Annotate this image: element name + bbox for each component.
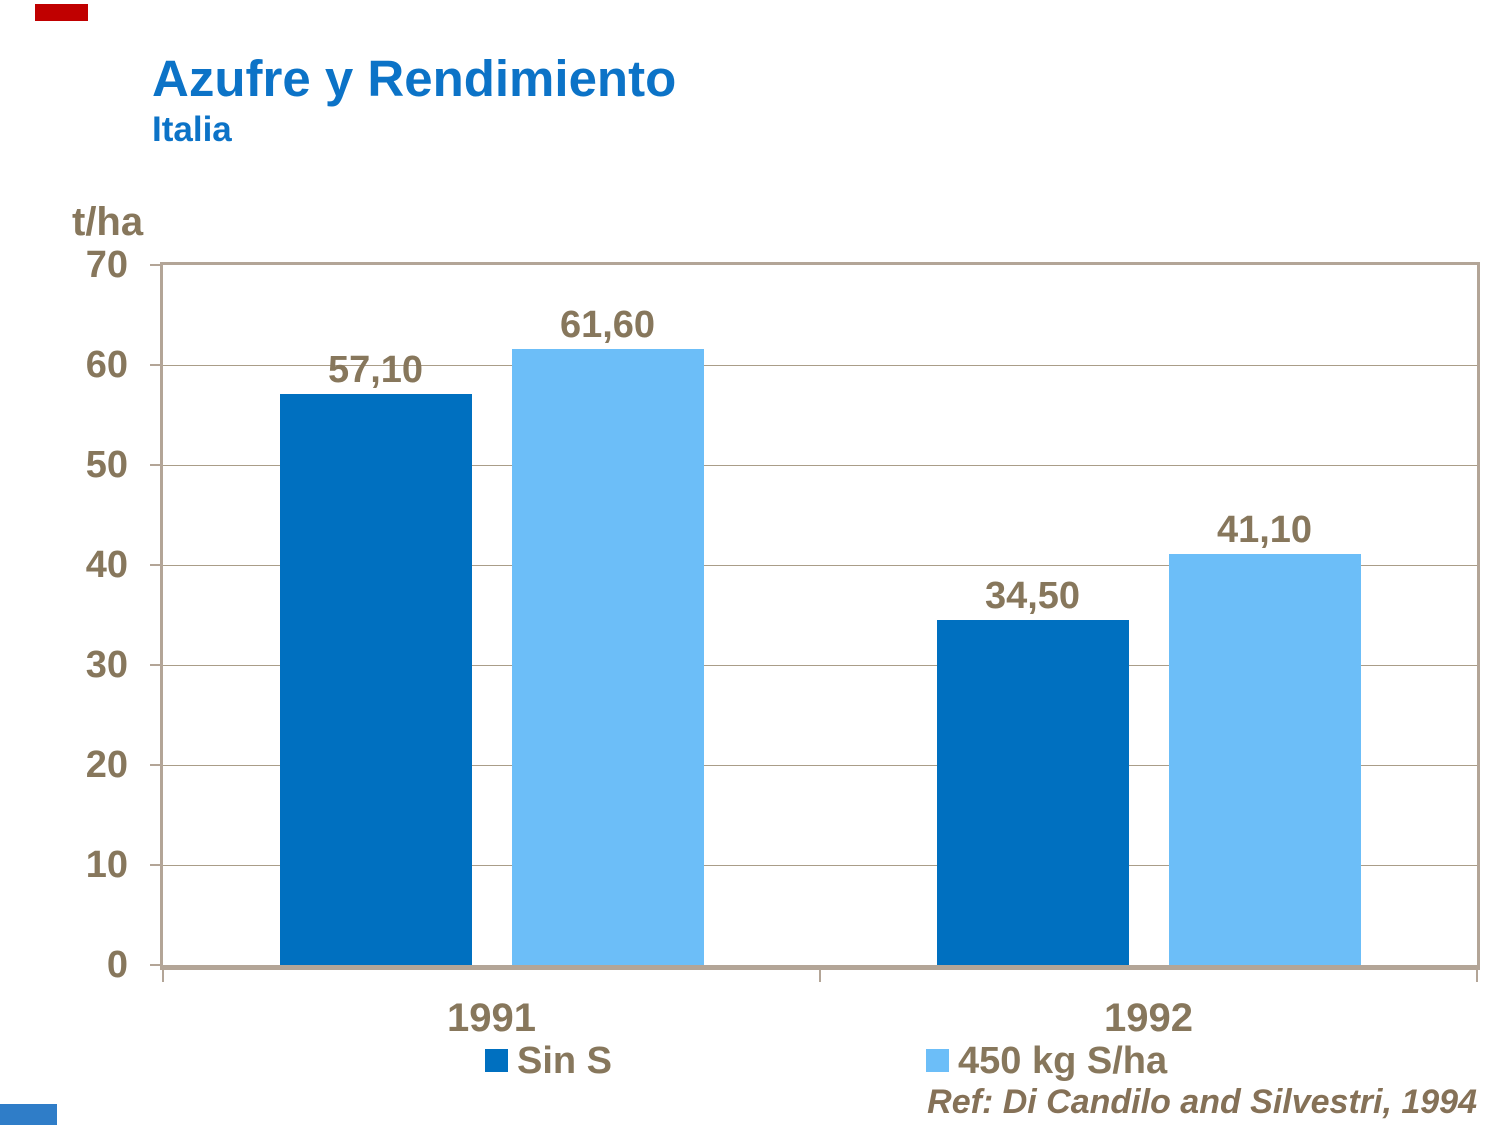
y-axis-tick-label: 10 xyxy=(85,844,128,886)
y-axis-tick-label: 70 xyxy=(85,244,128,286)
y-axis-tick-label: 20 xyxy=(85,744,128,786)
y-axis-tick xyxy=(150,664,163,666)
page-title: Azufre y Rendimiento xyxy=(152,50,677,107)
y-axis-unit-label: t/ha xyxy=(72,200,144,244)
legend-swatch xyxy=(485,1049,508,1072)
bar xyxy=(1168,554,1361,965)
y-axis-tick xyxy=(150,564,163,566)
y-axis-tick xyxy=(150,864,163,866)
gridline xyxy=(163,765,1477,766)
x-axis-tick xyxy=(1476,970,1478,982)
legend-item-label: Sin S xyxy=(517,1040,613,1082)
bar xyxy=(936,620,1129,965)
x-axis-tick xyxy=(819,970,821,982)
bar-value-label: 57,10 xyxy=(327,349,424,391)
bar xyxy=(511,349,704,965)
y-axis-tick-label: 60 xyxy=(85,344,128,386)
y-axis-tick xyxy=(150,764,163,766)
category-label: 1992 xyxy=(1104,996,1193,1040)
y-axis-tick-label: 0 xyxy=(106,944,128,986)
bar-value-label: 41,10 xyxy=(1216,509,1313,551)
gridline xyxy=(163,865,1477,866)
reference-citation: Ref: Di Candilo and Silvestri, 1994 xyxy=(927,1083,1477,1121)
y-axis-tick xyxy=(150,264,163,266)
gridline xyxy=(163,365,1477,366)
y-axis-tick-label: 50 xyxy=(85,444,128,486)
y-axis-tick xyxy=(150,964,163,966)
y-axis-tick-label: 30 xyxy=(85,644,128,686)
category-label: 1991 xyxy=(447,996,536,1040)
bar-value-label: 61,60 xyxy=(559,304,656,346)
bar xyxy=(279,394,472,965)
x-axis-tick xyxy=(162,970,164,982)
bottom-left-accent-bar xyxy=(0,1104,57,1125)
gridline xyxy=(163,565,1477,566)
gridline xyxy=(163,665,1477,666)
y-axis-tick xyxy=(150,464,163,466)
bar-value-label: 34,50 xyxy=(984,575,1081,617)
top-left-accent-bar xyxy=(35,4,88,21)
legend-swatch xyxy=(926,1049,949,1072)
y-axis-tick-label: 40 xyxy=(85,544,128,586)
legend-item-label: 450 kg S/ha xyxy=(958,1040,1168,1082)
gridline xyxy=(163,465,1477,466)
page-subtitle: Italia xyxy=(152,110,232,149)
y-axis-tick xyxy=(150,364,163,366)
